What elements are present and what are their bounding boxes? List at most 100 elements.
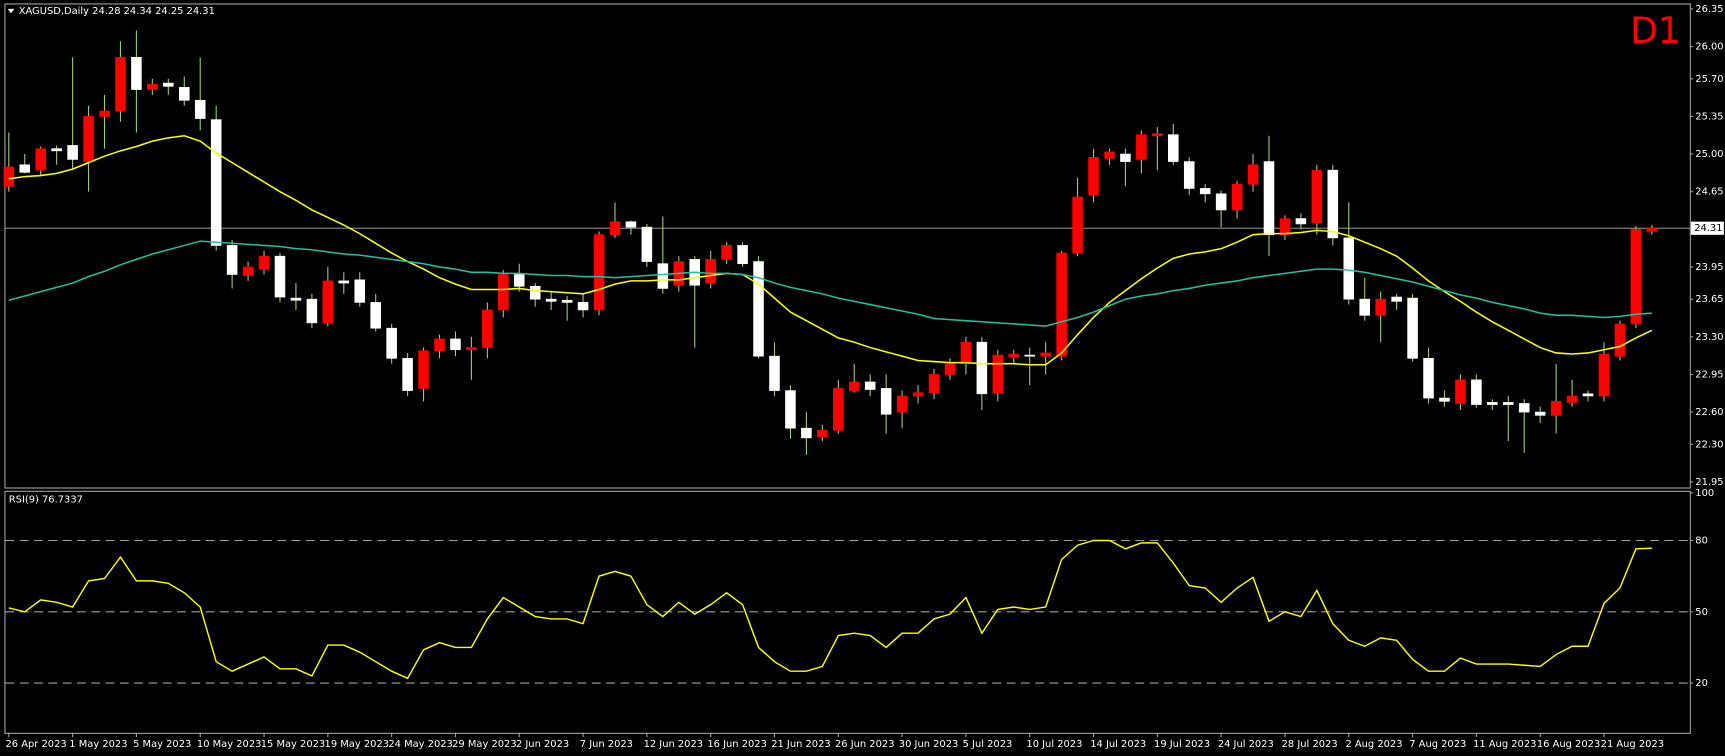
x-tick-label: 10 Jul 2023 (1026, 739, 1082, 750)
x-tick-label: 30 Jun 2023 (899, 739, 959, 750)
candle-body (785, 390, 796, 429)
candle-body (753, 261, 764, 357)
candle-body (1455, 379, 1466, 404)
candle-body (561, 299, 573, 303)
x-tick-label: 14 Jul 2023 (1090, 739, 1146, 750)
current-price-box (1690, 221, 1724, 235)
candle-body (338, 280, 350, 284)
candle-body (418, 350, 429, 389)
y-tick-label: 23.65 (1695, 294, 1723, 305)
x-tick-label: 11 Aug 2023 (1473, 739, 1536, 750)
y-tick-label: 25.00 (1695, 149, 1723, 160)
candle-body (290, 297, 302, 301)
candle-body (1311, 169, 1323, 224)
candle-body (482, 309, 493, 348)
candle-body (1598, 353, 1610, 397)
candle-body (577, 302, 589, 311)
candle-body (1439, 397, 1450, 402)
candle-body (306, 298, 318, 324)
candle-body (801, 427, 812, 439)
current-price-label: 24.31 (1694, 223, 1722, 234)
candle-body (274, 255, 286, 298)
candle-body (1327, 169, 1339, 239)
candle-body (1582, 393, 1594, 397)
y-tick-label: 26.00 (1695, 42, 1723, 53)
y-tick-label: 20 (1695, 678, 1708, 689)
candle-body (1183, 161, 1195, 189)
candle-body (992, 354, 1004, 394)
x-tick-label: 10 May 2023 (197, 739, 262, 750)
candle-body (593, 234, 605, 311)
x-tick-label: 21 Aug 2023 (1601, 739, 1664, 750)
x-tick-label: 28 Jul 2023 (1282, 739, 1338, 750)
x-tick-label: 15 May 2023 (261, 739, 326, 750)
y-tick-label: 24.65 (1695, 187, 1723, 198)
candle-body (1008, 353, 1020, 358)
candle-body (1136, 134, 1147, 160)
x-tick-label: 5 May 2023 (133, 739, 191, 750)
candle-body (194, 99, 206, 119)
candle-body (434, 338, 445, 352)
candle-body (880, 388, 892, 415)
candle-body (976, 341, 988, 395)
rsi-title: RSI(9) 76.7337 (9, 495, 83, 506)
candle-body (1168, 134, 1179, 162)
y-tick-label: 22.60 (1695, 407, 1723, 418)
y-tick-label: 21.95 (1695, 477, 1723, 488)
candle-body (1104, 151, 1115, 159)
candle-body (450, 338, 461, 351)
candle-body (721, 245, 732, 260)
x-tick-label: 24 May 2023 (388, 739, 453, 750)
x-tick-label: 7 Jun 2023 (580, 739, 633, 750)
candle-body (115, 56, 126, 112)
y-tick-label: 25.70 (1695, 74, 1723, 85)
x-tick-label: 24 Jul 2023 (1218, 739, 1274, 750)
candle-body (354, 279, 366, 303)
candle-body (1152, 133, 1163, 137)
candle-body (3, 166, 15, 187)
collapse-icon (7, 8, 15, 14)
candle-body (1120, 153, 1131, 162)
candle-body (1359, 298, 1370, 316)
candle-body (1375, 298, 1386, 316)
y-tick-label: 25.35 (1695, 111, 1723, 122)
main-title: XAGUSD,Daily 24.28 24.34 24.25 24.31 (19, 6, 215, 17)
y-tick-label: 80 (1695, 535, 1708, 546)
candle-body (944, 363, 956, 375)
candle-body (769, 355, 780, 391)
rsi-line (8, 539, 1652, 680)
candle-body (1088, 156, 1099, 196)
candle-body (67, 145, 78, 160)
candle-body (1614, 323, 1626, 357)
candle-body (99, 110, 110, 117)
candle-body (466, 347, 477, 351)
candle-body (1502, 402, 1514, 405)
x-tick-label: 7 Aug 2023 (1409, 739, 1466, 750)
candle-body (1487, 402, 1498, 405)
x-tick-label: 19 Jul 2023 (1154, 739, 1210, 750)
candle-body (498, 274, 509, 311)
candle-body (848, 381, 860, 391)
moving-average-line (8, 240, 1652, 327)
candle-body (1215, 193, 1227, 211)
candle-body (833, 388, 844, 431)
x-tick-label: 26 Apr 2023 (6, 739, 67, 750)
candle-body (242, 266, 254, 276)
period-label: D1 (1630, 9, 1681, 52)
candle-body (51, 148, 62, 152)
y-tick-label: 22.30 (1695, 439, 1723, 450)
candle-body (737, 245, 748, 265)
candle-body (1231, 183, 1243, 211)
x-tick-label: 16 Aug 2023 (1537, 739, 1600, 750)
candle-body (1566, 395, 1578, 403)
candle-body (896, 395, 908, 413)
x-tick-label: 26 Jun 2023 (835, 739, 895, 750)
candle-body (131, 56, 142, 90)
candle-body (1630, 228, 1642, 325)
y-tick-label: 23.95 (1695, 262, 1723, 273)
x-tick-label: 2 Jun 2023 (516, 739, 569, 750)
y-tick-label: 23.30 (1695, 332, 1723, 343)
y-tick-label: 50 (1695, 607, 1708, 618)
candle-body (1646, 227, 1658, 232)
